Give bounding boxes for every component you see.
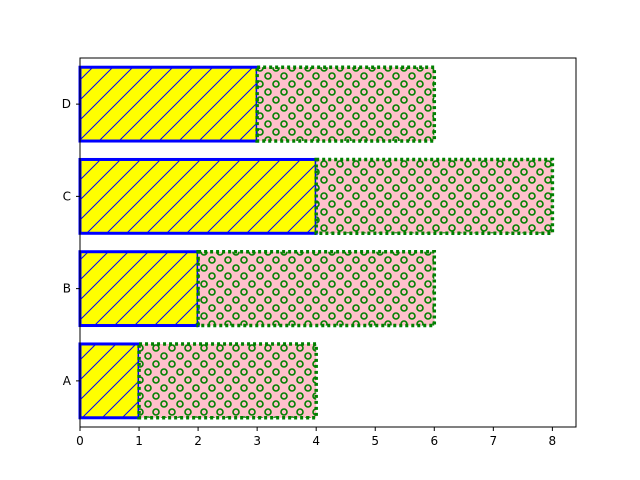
y-tick-label-C: C (63, 189, 71, 203)
y-axis: A B C D (62, 97, 80, 388)
bar-B-series-1 (78, 250, 200, 328)
bar-C-series-1 (78, 157, 318, 235)
x-tick-label: 7 (490, 434, 498, 448)
y-tick-label-A: A (63, 374, 72, 388)
bar-B-series-2 (196, 249, 437, 328)
x-tick-label: 1 (135, 434, 143, 448)
y-tick-label-B: B (63, 282, 71, 296)
x-tick-label: 5 (371, 434, 379, 448)
bar-D-series-1 (78, 65, 259, 143)
y-tick-label-D: D (62, 97, 71, 111)
bar-C-series-2 (314, 157, 555, 236)
bar-A-series-1 (78, 342, 141, 420)
x-tick-label: 8 (549, 434, 557, 448)
plot-frame (79, 57, 577, 428)
x-tick-label: 3 (253, 434, 261, 448)
x-tick-label: 4 (312, 434, 320, 448)
bar-D-series-2 (255, 65, 437, 143)
bar-A-series-2 (137, 342, 318, 420)
x-tick-label: 0 (76, 434, 84, 448)
x-axis: 0 1 2 3 4 5 6 7 8 (76, 427, 556, 448)
x-tick-label: 2 (194, 434, 202, 448)
x-tick-label: 6 (430, 434, 438, 448)
